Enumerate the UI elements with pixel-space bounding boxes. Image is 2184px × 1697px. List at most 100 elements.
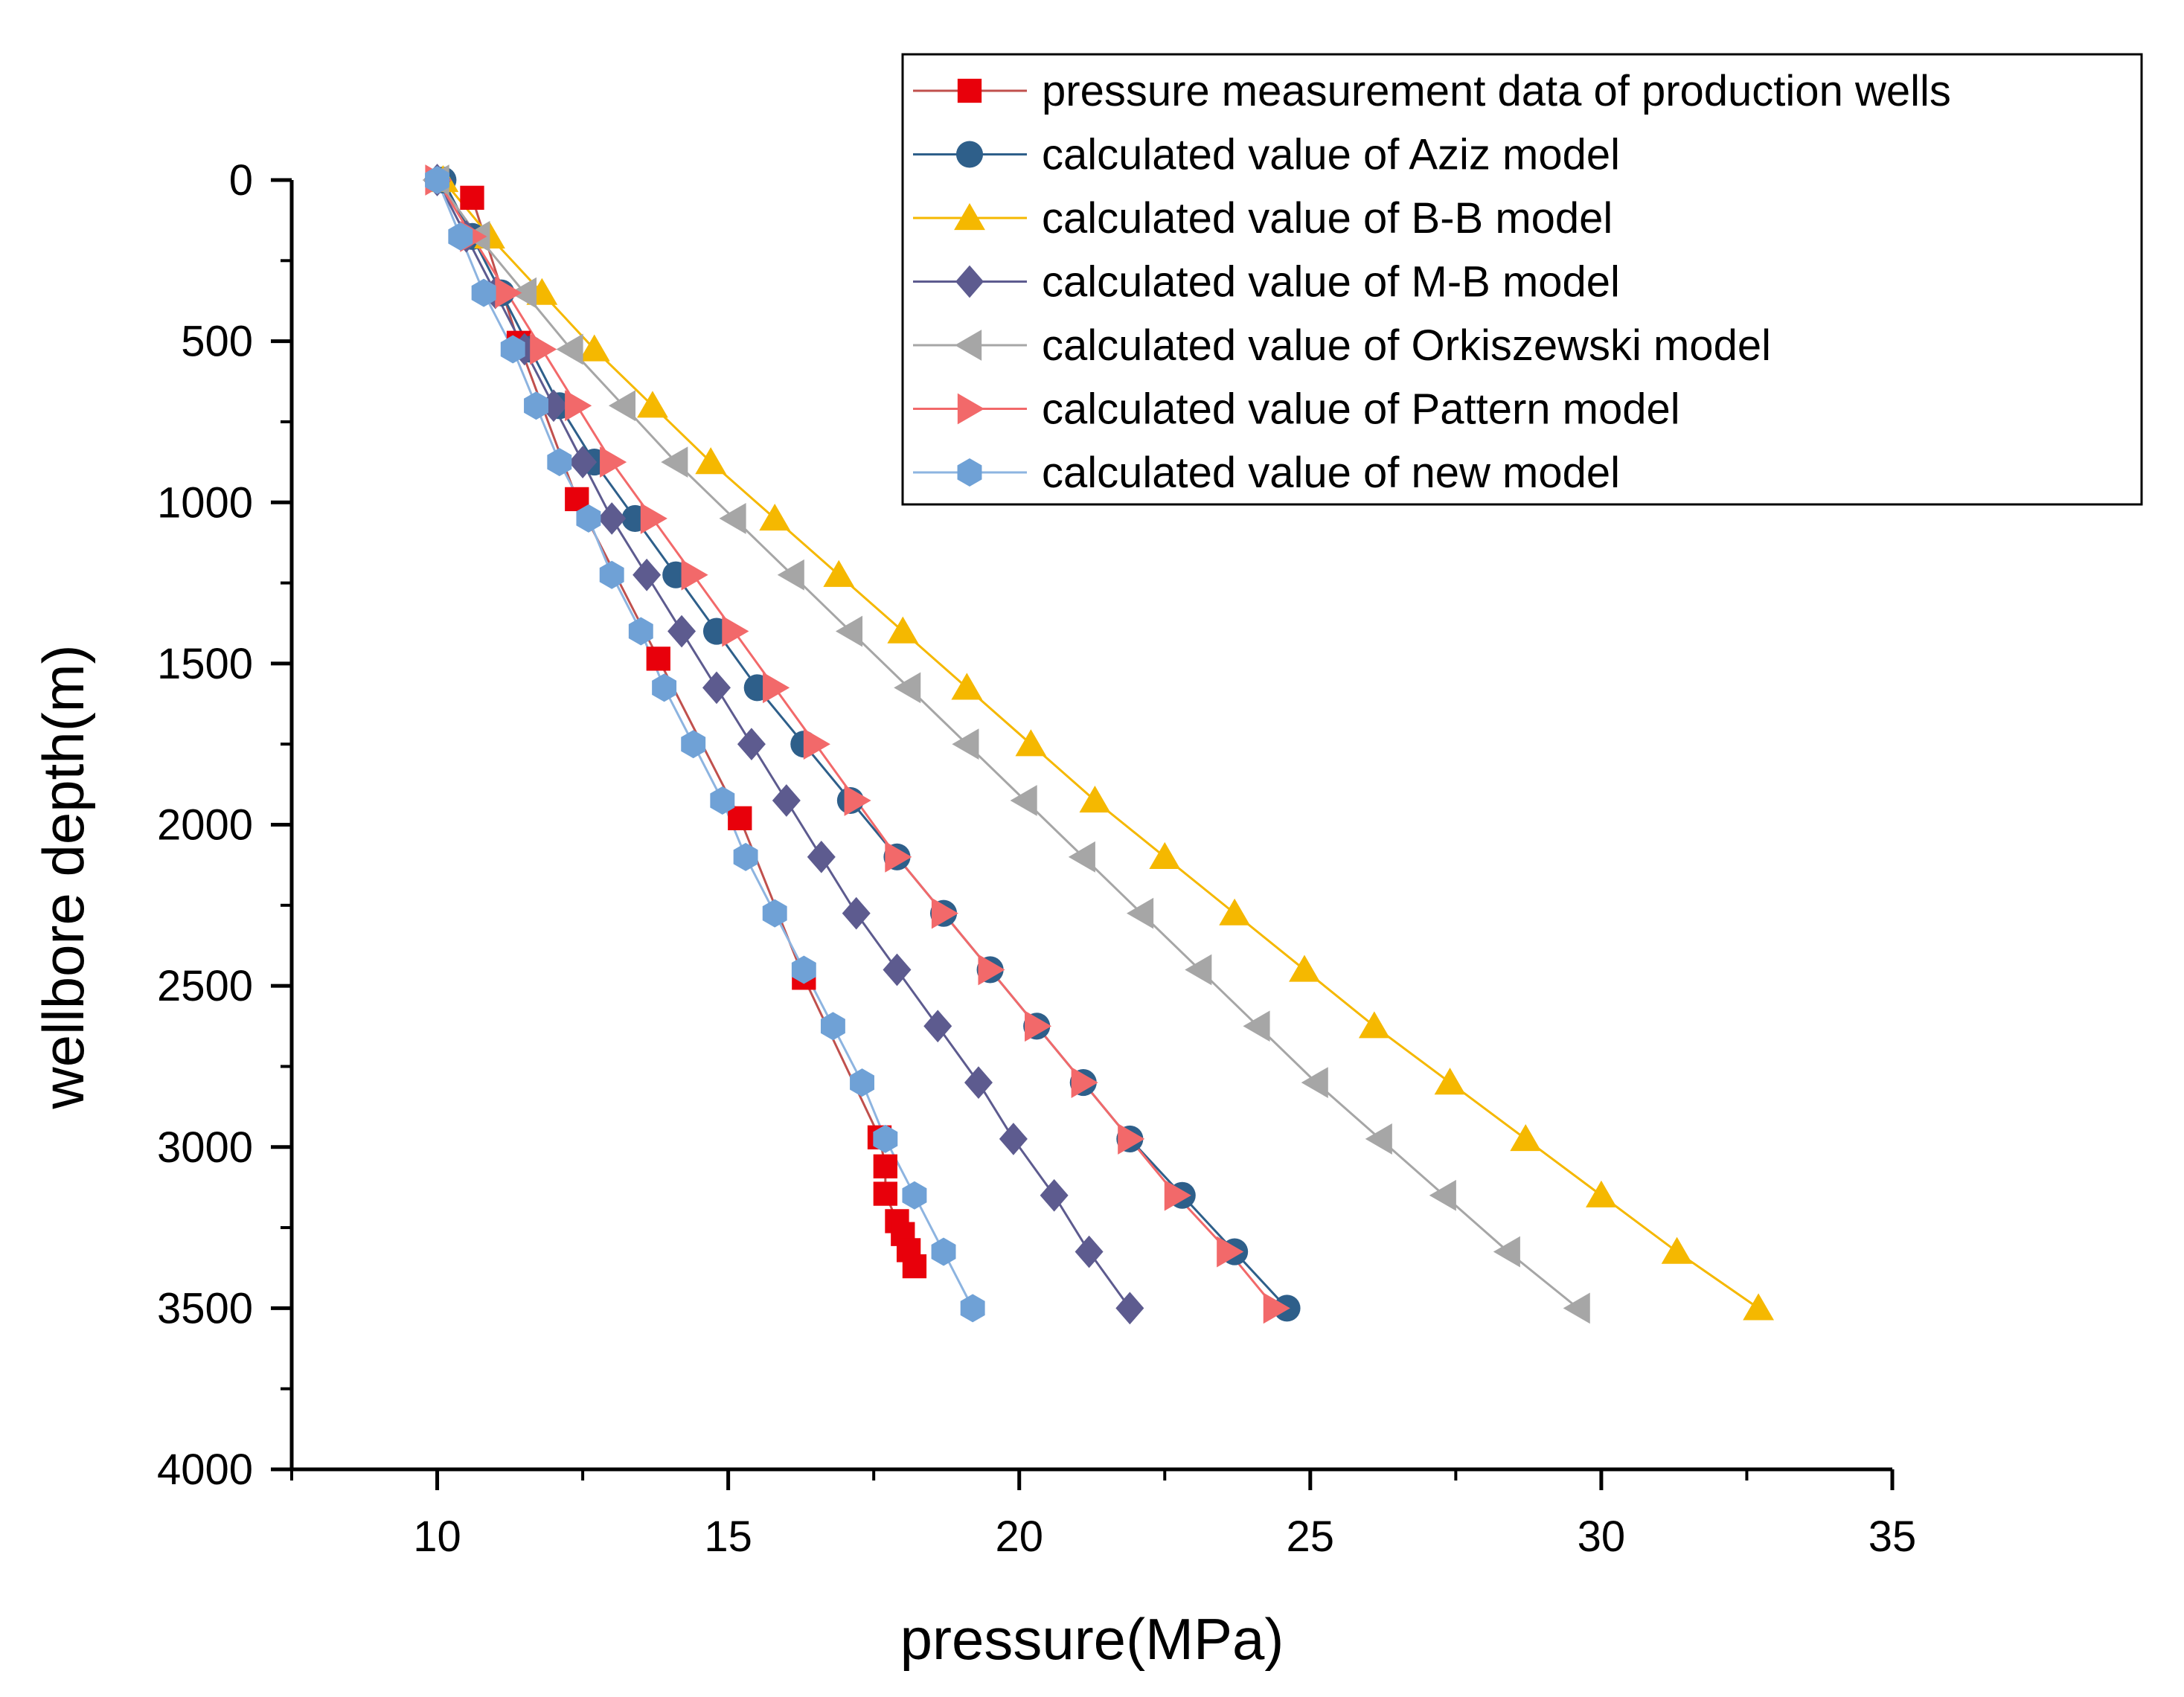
- data-point: [844, 785, 871, 816]
- data-point: [823, 559, 855, 587]
- data-point: [1185, 954, 1212, 986]
- x-tick-label: 30: [1578, 1512, 1626, 1561]
- data-point: [762, 899, 787, 928]
- legend-label: calculated value of Orkiszewski model: [1042, 321, 1771, 370]
- y-tick-label: 1000: [157, 478, 253, 527]
- data-point: [576, 504, 601, 533]
- data-point: [1040, 1178, 1069, 1212]
- data-point: [1127, 897, 1154, 929]
- x-tick-label: 25: [1287, 1512, 1335, 1561]
- data-point: [1743, 1293, 1774, 1321]
- legend-marker: [955, 330, 982, 361]
- data-point: [448, 222, 473, 251]
- legend-marker: [957, 78, 982, 103]
- data-point: [791, 955, 816, 984]
- data-point: [902, 1181, 927, 1210]
- data-point: [1661, 1236, 1693, 1264]
- data-point: [763, 672, 790, 704]
- data-point: [637, 391, 668, 418]
- data-point: [460, 185, 484, 210]
- data-point: [509, 277, 537, 309]
- data-point: [569, 446, 598, 478]
- data-point: [759, 503, 791, 531]
- data-point: [931, 1237, 956, 1266]
- y-tick-label: 2500: [157, 962, 253, 1010]
- data-point: [530, 333, 557, 365]
- data-point: [820, 1012, 845, 1041]
- data-point: [1217, 1236, 1244, 1268]
- legend-label: calculated value of new model: [1042, 449, 1620, 497]
- data-point: [1118, 1123, 1145, 1155]
- legend-label: calculated value of M-B model: [1042, 258, 1620, 307]
- y-tick-label: 2000: [157, 801, 253, 850]
- data-point: [873, 1154, 897, 1178]
- data-point: [1563, 1292, 1590, 1324]
- data-point: [894, 672, 921, 704]
- data-point: [646, 647, 670, 671]
- data-point: [885, 841, 912, 873]
- x-tick-label: 10: [413, 1512, 461, 1561]
- legend-marker: [957, 458, 982, 487]
- y-tick-label: 1500: [157, 640, 253, 688]
- x-tick-label: 35: [1868, 1512, 1917, 1561]
- data-point: [887, 616, 919, 644]
- data-point: [578, 334, 610, 362]
- x-axis-title: pressure(MPa): [900, 1606, 1284, 1672]
- data-point: [500, 335, 525, 364]
- data-point: [931, 897, 958, 929]
- y-tick-label: 3500: [157, 1284, 253, 1332]
- data-point: [640, 503, 667, 534]
- data-point: [999, 1123, 1028, 1155]
- data-point: [1071, 1067, 1098, 1098]
- data-point: [608, 390, 635, 422]
- data-point: [842, 896, 871, 930]
- data-point: [1075, 1235, 1104, 1268]
- data-point: [873, 1124, 898, 1153]
- data-point: [722, 615, 749, 647]
- data-point: [667, 615, 696, 648]
- y-tick-label: 0: [229, 156, 253, 205]
- data-point: [702, 671, 731, 705]
- data-point: [1493, 1236, 1520, 1268]
- data-point: [951, 673, 983, 700]
- data-point: [652, 673, 677, 702]
- series-markers: [422, 164, 1774, 1325]
- data-point: [1025, 1010, 1052, 1042]
- x-tick-label: 20: [995, 1512, 1043, 1561]
- data-point: [952, 728, 979, 760]
- data-point: [873, 1181, 897, 1206]
- data-point: [1429, 1179, 1456, 1211]
- data-point: [681, 730, 706, 759]
- data-point: [960, 1294, 985, 1323]
- data-point: [923, 1010, 952, 1043]
- data-point: [1068, 841, 1095, 873]
- legend-marker: [957, 393, 984, 425]
- data-point: [1243, 1010, 1270, 1042]
- data-point: [719, 503, 746, 534]
- y-axis-title: wellbore depth(m): [31, 644, 96, 1109]
- data-point: [681, 559, 708, 591]
- x-tick-label: 15: [704, 1512, 752, 1561]
- data-point: [425, 166, 449, 194]
- data-point: [599, 560, 624, 589]
- data-point: [1015, 729, 1047, 757]
- legend-label: calculated value of Pattern model: [1042, 385, 1680, 434]
- y-tick-label: 3000: [157, 1123, 253, 1172]
- data-point: [733, 842, 758, 871]
- data-point: [661, 446, 688, 478]
- data-point: [1010, 785, 1037, 816]
- data-point: [772, 784, 801, 817]
- legend-marker: [955, 265, 984, 298]
- legend-label: calculated value of Aziz model: [1042, 131, 1620, 179]
- data-point: [556, 333, 583, 365]
- data-point: [1434, 1068, 1466, 1095]
- data-point: [737, 728, 766, 761]
- data-point: [803, 728, 830, 760]
- data-point: [524, 391, 548, 420]
- data-point: [1115, 1292, 1144, 1325]
- data-point: [598, 502, 627, 535]
- data-point: [850, 1068, 874, 1097]
- legend: pressure measurement data of production …: [901, 53, 2143, 506]
- data-point: [695, 447, 727, 475]
